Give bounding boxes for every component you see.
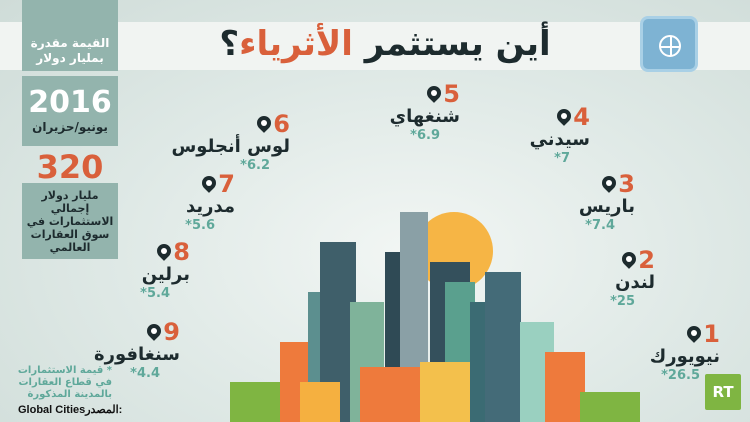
city-value: 26.5*	[661, 368, 700, 383]
building	[300, 382, 340, 422]
city-name: سنغافورة	[93, 344, 180, 365]
city-4: 4 سيدني 7*	[460, 105, 590, 166]
city-value: 7*	[554, 151, 570, 166]
city-name: مدريد	[185, 196, 235, 217]
city-value: 4.4*	[130, 366, 160, 381]
building	[485, 272, 521, 422]
map-pin-icon	[257, 116, 271, 136]
building	[580, 392, 640, 422]
map-pin-icon	[157, 244, 171, 264]
city-rank: 6	[273, 110, 290, 138]
city-name: سيدني	[529, 129, 590, 150]
city-value: 5.4*	[140, 286, 170, 301]
map-pin-icon	[622, 252, 636, 272]
city-value: 25*	[610, 294, 635, 309]
city-1: 1 نيويورك 26.5*	[590, 322, 720, 383]
city-rank: 1	[703, 320, 720, 348]
city-name: شنغهاي	[389, 106, 460, 127]
city-7: 7 مدريد 5.6*	[105, 172, 235, 233]
building	[420, 362, 470, 422]
city-value: 6.2*	[240, 158, 270, 173]
city-rank: 4	[573, 103, 590, 131]
city-9: 9 سنغافورة 4.4*	[50, 320, 180, 381]
city-8: 8 برلين 5.4*	[60, 240, 190, 301]
city-name: لوس أنجلوس	[171, 136, 290, 157]
city-5: 5 شنغهاي 6.9*	[330, 82, 460, 143]
source-value: Global Cities	[18, 404, 86, 416]
total-value: 320	[36, 148, 104, 186]
city-name: لندن	[615, 272, 655, 293]
map-pin-icon	[687, 326, 701, 346]
footnote: * قيمة الاستثمارات في قطاع العقارات بالم…	[17, 365, 112, 400]
title-highlight: الأثرياء	[239, 24, 353, 64]
year: 2016	[28, 85, 112, 120]
page-title: أين يستثمر الأثرياء؟	[150, 24, 620, 64]
source: Global Citiesالمصدر:	[18, 403, 122, 416]
city-value: 5.6*	[185, 218, 215, 233]
total-label: مليار دولار إجمالي الاستثمارات في سوق ال…	[22, 183, 118, 259]
safe-icon	[640, 16, 698, 72]
city-name: برلين	[141, 264, 190, 285]
map-pin-icon	[557, 109, 571, 129]
title-band	[0, 22, 750, 70]
city-2: 2 لندن 25*	[525, 248, 655, 309]
city-6: 6 لوس أنجلوس 6.2*	[160, 112, 290, 173]
city-rank: 8	[173, 238, 190, 266]
map-pin-icon	[602, 176, 616, 196]
city-rank: 7	[218, 170, 235, 198]
map-pin-icon	[202, 176, 216, 196]
city-value: 7.4*	[585, 218, 615, 233]
unit-label: القيمة مقدرة بمليار دولار	[22, 0, 118, 71]
city-name: باريس	[578, 196, 635, 217]
building	[545, 352, 585, 422]
month: يونيو/حزيران	[32, 120, 108, 134]
date-panel: 2016 يونيو/حزيران	[22, 76, 118, 146]
city-3: 3 باريس 7.4*	[505, 172, 635, 233]
source-label: المصدر:	[85, 404, 123, 416]
rt-logo: RT	[705, 374, 741, 410]
title-question: ؟	[219, 24, 240, 64]
city-rank: 2	[638, 246, 655, 274]
city-rank: 3	[618, 170, 635, 198]
map-pin-icon	[427, 86, 441, 106]
city-rank: 9	[163, 318, 180, 346]
city-value: 6.9*	[410, 128, 440, 143]
building	[360, 367, 420, 422]
title-text: أين يستثمر	[352, 24, 551, 64]
city-rank: 5	[443, 80, 460, 108]
city-name: نيويورك	[649, 346, 720, 367]
map-pin-icon	[147, 324, 161, 344]
